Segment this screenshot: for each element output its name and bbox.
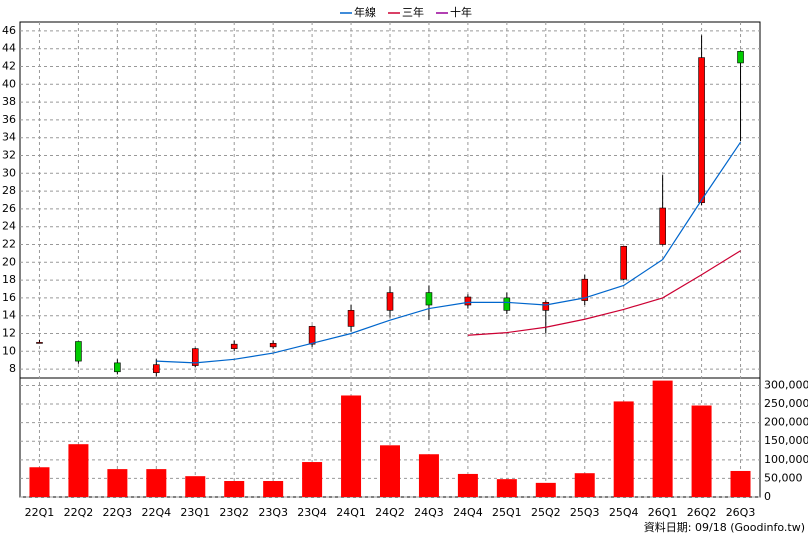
x-tick-label: 25Q4 [609, 506, 639, 519]
x-tick-label: 26Q1 [648, 506, 678, 519]
y-tick-label: 28 [2, 184, 16, 197]
y-tick-label: 22 [2, 238, 16, 251]
y-tick-label: 18 [2, 273, 16, 286]
volume-bar [302, 462, 323, 497]
x-tick-label: 22Q3 [103, 506, 133, 519]
candle-body [659, 207, 666, 245]
x-tick-label: 22Q1 [25, 506, 55, 519]
volume-bar [185, 476, 206, 497]
x-tick-label: 23Q2 [219, 506, 249, 519]
volume-bar [574, 473, 595, 497]
candle-body [581, 278, 589, 301]
ma-line [467, 250, 741, 336]
x-tick-label: 22Q2 [64, 506, 94, 519]
y-tick-label: 42 [2, 60, 16, 73]
candle-body [698, 57, 705, 203]
y-tick-label: 16 [2, 291, 16, 304]
y-tick-label: 30 [2, 166, 16, 179]
x-tick-label: 26Q3 [726, 506, 756, 519]
x-tick-label: 25Q3 [570, 506, 600, 519]
legend-label: 年線 [354, 5, 376, 19]
candle-body [36, 342, 43, 344]
candle-body [308, 326, 316, 345]
candle-body [269, 342, 277, 348]
footnote: 資料日期: 09/18 (Goodinfo.tw) [644, 520, 805, 534]
volume-bar [146, 469, 167, 497]
candle-body [347, 310, 355, 327]
y-tick-label: 8 [9, 362, 16, 375]
x-tick-label: 24Q3 [414, 506, 444, 519]
volume-bar [107, 469, 128, 497]
y2-tick-label: 150,000 [764, 434, 808, 447]
candle-body [191, 348, 199, 366]
volume-bar [730, 470, 751, 497]
volume-bar [535, 482, 556, 497]
y2-tick-label: 50,000 [764, 471, 803, 484]
y-tick-label: 40 [2, 77, 16, 90]
volume-bar [613, 401, 634, 497]
volume-bar [263, 481, 284, 497]
x-tick-label: 25Q2 [531, 506, 561, 519]
y-tick-label: 24 [2, 220, 16, 233]
y-tick-label: 12 [2, 327, 16, 340]
candle-body [153, 364, 160, 373]
volume-bar [380, 445, 400, 497]
volume-bar [418, 454, 439, 497]
y-tick-label: 26 [2, 202, 16, 215]
y-tick-label: 32 [2, 149, 16, 162]
y-tick-label: 20 [2, 255, 16, 268]
volume-bar [68, 444, 89, 497]
volume-bar [341, 395, 362, 497]
candle-body [503, 297, 511, 311]
legend-label: 十年 [450, 5, 472, 19]
y-tick-label: 10 [2, 344, 16, 357]
candle-body [114, 362, 121, 373]
y-tick-label: 14 [2, 309, 16, 322]
x-tick-label: 24Q2 [375, 506, 405, 519]
volume-bar [691, 405, 712, 497]
candle-body [75, 341, 82, 362]
x-tick-label: 26Q2 [687, 506, 717, 519]
y-tick-label: 44 [2, 42, 16, 55]
y2-tick-label: 0 [764, 490, 771, 503]
y2-tick-label: 250,000 [764, 397, 808, 410]
y-tick-label: 38 [2, 95, 16, 108]
y2-tick-label: 200,000 [764, 416, 808, 429]
x-tick-label: 23Q1 [180, 506, 210, 519]
y2-tick-label: 300,000 [764, 378, 808, 391]
candle-body [620, 245, 627, 280]
volume-bar [29, 467, 50, 497]
y-tick-label: 34 [2, 131, 16, 144]
x-tick-label: 24Q1 [336, 506, 366, 519]
y-tick-label: 46 [2, 24, 16, 37]
y-tick-label: 36 [2, 113, 16, 126]
ma-line [156, 141, 742, 364]
candle-body [230, 343, 238, 349]
x-tick-label: 23Q4 [297, 506, 327, 519]
y2-tick-label: 100,000 [764, 453, 808, 466]
legend-label: 三年 [402, 5, 424, 19]
candle-body [737, 51, 744, 64]
x-tick-label: 25Q1 [492, 506, 522, 519]
x-tick-label: 23Q3 [258, 506, 288, 519]
volume-bar [224, 481, 245, 497]
candle-body [386, 292, 394, 311]
volume-bar [496, 479, 517, 497]
candle-body [464, 296, 472, 306]
volume-bar [652, 380, 673, 497]
candle-body [425, 292, 433, 306]
x-tick-label: 22Q4 [141, 506, 171, 519]
volume-bar [457, 473, 478, 497]
candle-body [542, 302, 550, 311]
x-tick-label: 24Q4 [453, 506, 483, 519]
